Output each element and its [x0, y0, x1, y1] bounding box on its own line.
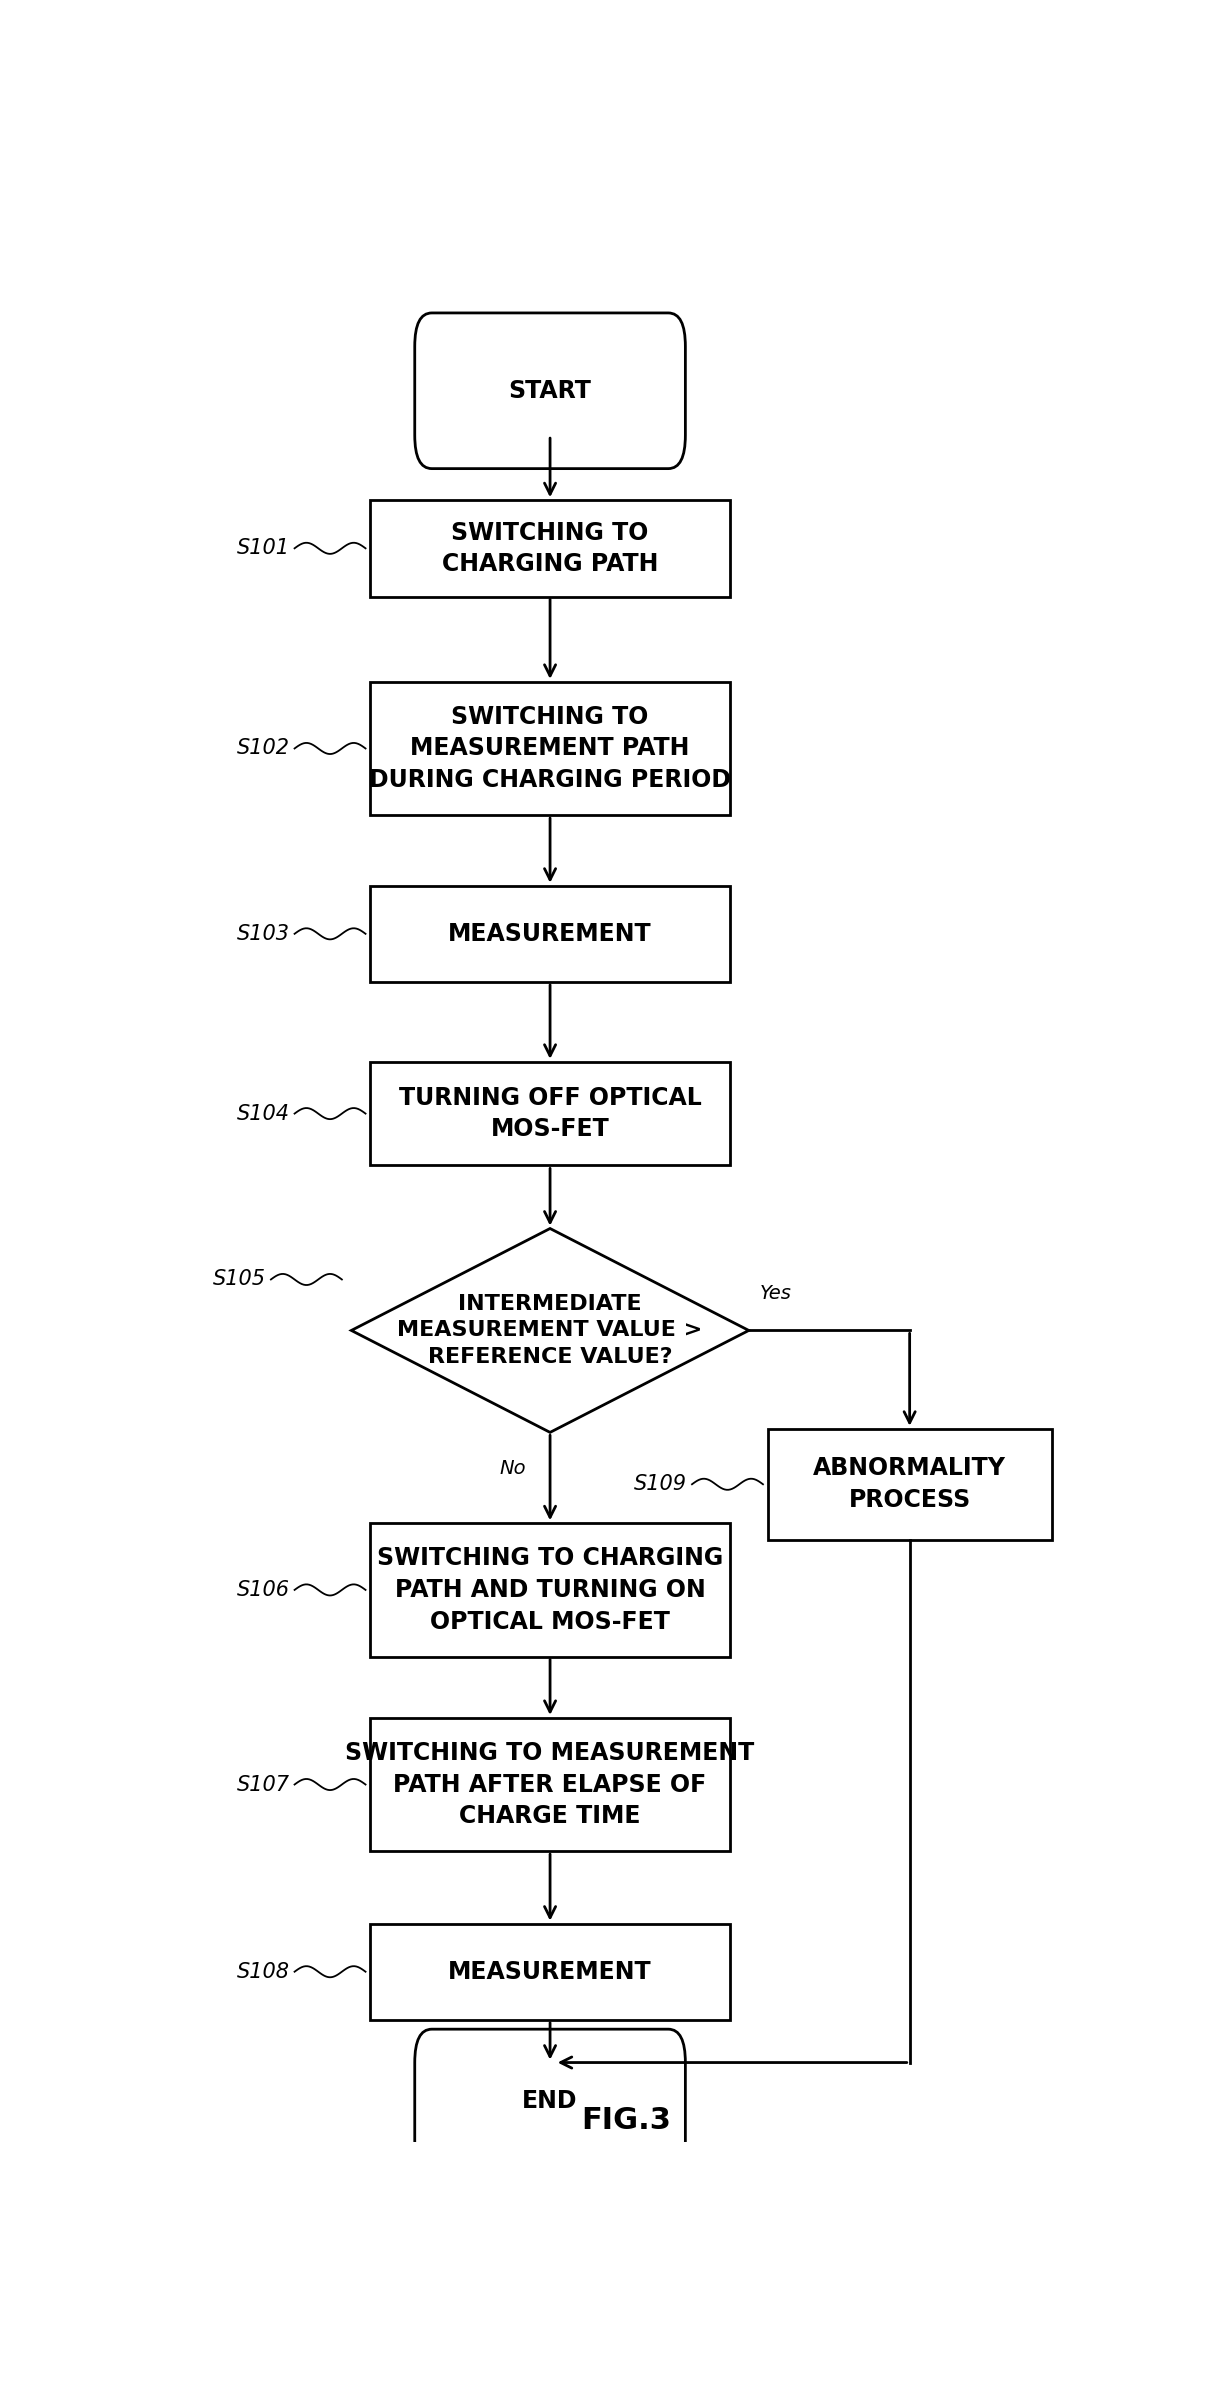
Text: Yes: Yes: [761, 1283, 792, 1302]
Polygon shape: [352, 1228, 748, 1432]
Text: SWITCHING TO MEASUREMENT
PATH AFTER ELAPSE OF
CHARGE TIME: SWITCHING TO MEASUREMENT PATH AFTER ELAP…: [346, 1740, 755, 1829]
Text: TURNING OFF OPTICAL
MOS-FET: TURNING OFF OPTICAL MOS-FET: [399, 1086, 701, 1141]
Text: MEASUREMENT: MEASUREMENT: [448, 922, 652, 946]
Text: S106: S106: [237, 1579, 289, 1601]
FancyBboxPatch shape: [370, 501, 730, 597]
FancyBboxPatch shape: [370, 1923, 730, 2019]
Text: ABNORMALITY
PROCESS: ABNORMALITY PROCESS: [813, 1456, 1006, 1512]
FancyBboxPatch shape: [415, 2029, 685, 2174]
FancyBboxPatch shape: [370, 1524, 730, 1656]
Text: S103: S103: [237, 924, 289, 944]
FancyBboxPatch shape: [768, 1430, 1051, 1540]
Text: SWITCHING TO CHARGING
PATH AND TURNING ON
OPTICAL MOS-FET: SWITCHING TO CHARGING PATH AND TURNING O…: [377, 1545, 723, 1634]
Text: START: START: [509, 378, 591, 402]
Text: FIG.3: FIG.3: [581, 2106, 670, 2135]
Text: No: No: [499, 1459, 526, 1478]
Text: S107: S107: [237, 1774, 289, 1796]
FancyBboxPatch shape: [370, 1061, 730, 1165]
Text: INTERMEDIATE
MEASUREMENT VALUE >
REFERENCE VALUE?: INTERMEDIATE MEASUREMENT VALUE > REFEREN…: [398, 1295, 703, 1367]
FancyBboxPatch shape: [415, 313, 685, 469]
Text: S108: S108: [237, 1962, 289, 1981]
Text: S102: S102: [237, 739, 289, 758]
Text: SWITCHING TO
MEASUREMENT PATH
DURING CHARGING PERIOD: SWITCHING TO MEASUREMENT PATH DURING CHA…: [369, 705, 731, 792]
FancyBboxPatch shape: [370, 886, 730, 982]
Text: END: END: [523, 2089, 578, 2113]
Text: S109: S109: [634, 1473, 687, 1495]
Text: S105: S105: [214, 1268, 266, 1290]
Text: S104: S104: [237, 1102, 289, 1124]
Text: S101: S101: [237, 539, 289, 558]
FancyBboxPatch shape: [370, 1719, 730, 1851]
FancyBboxPatch shape: [370, 681, 730, 816]
Text: SWITCHING TO
CHARGING PATH: SWITCHING TO CHARGING PATH: [442, 520, 658, 575]
Text: MEASUREMENT: MEASUREMENT: [448, 1959, 652, 1983]
